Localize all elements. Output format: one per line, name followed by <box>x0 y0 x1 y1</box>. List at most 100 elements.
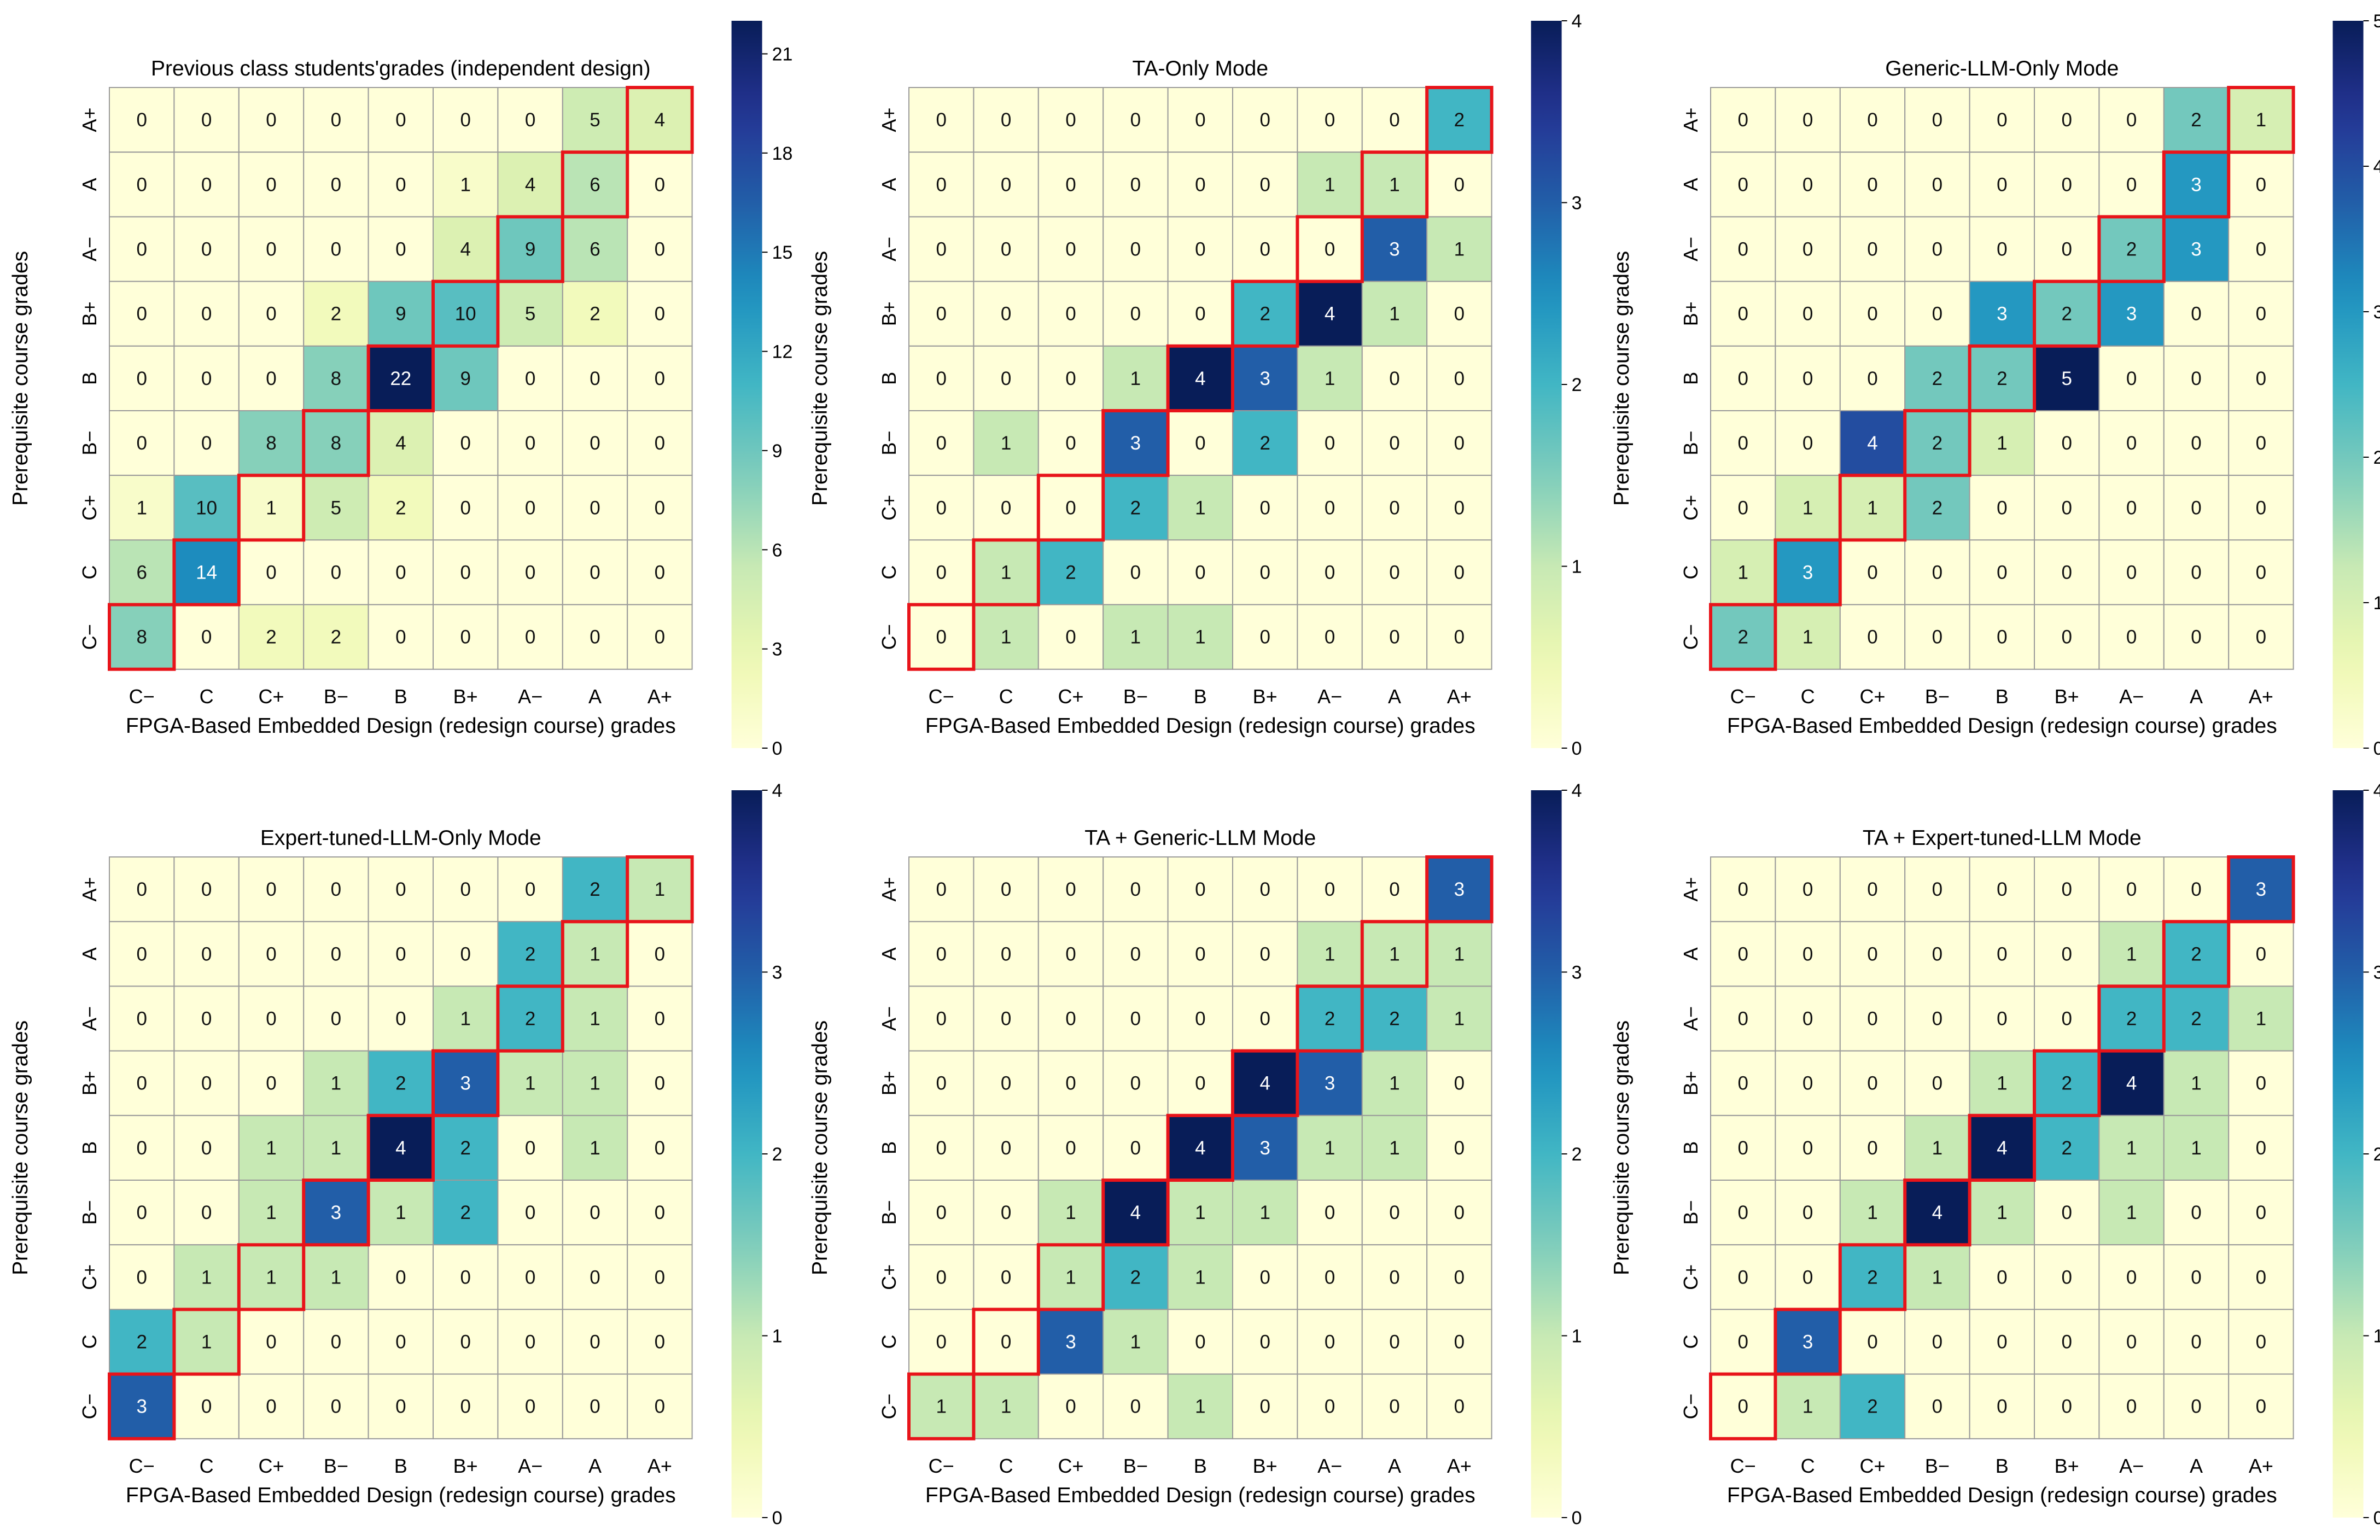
heatmap-cell <box>238 151 305 218</box>
heatmap-cell <box>368 985 434 1052</box>
cell-value-label: 0 <box>395 1008 406 1030</box>
y-tick-label: A− <box>878 1006 900 1031</box>
cell-value-label: 5 <box>331 497 341 518</box>
cell-value-label: 0 <box>1802 368 1813 389</box>
cell-value-label: 2 <box>395 1073 406 1094</box>
cell-value-label: 0 <box>1997 879 2007 900</box>
heatmap-cell <box>2228 281 2294 347</box>
heatmap-cell <box>109 1180 175 1246</box>
y-tick-label: B− <box>1679 1200 1702 1225</box>
cell-value-label: 0 <box>201 433 212 454</box>
cell-value-label: 4 <box>1195 1138 1205 1159</box>
heatmap-cell <box>562 985 628 1052</box>
cell-value-label: 2 <box>2126 239 2137 260</box>
x-tick-label: B− <box>1925 685 1950 708</box>
cell-value-label: 0 <box>1325 1396 1335 1418</box>
cell-value-label: 0 <box>525 1202 535 1223</box>
cell-value-label: 1 <box>1130 627 1141 648</box>
heatmap-cell <box>1710 281 1776 347</box>
cell-value-label: 1 <box>1932 1267 1942 1288</box>
cell-value-label: 0 <box>1737 1396 1748 1418</box>
heatmap-cell <box>109 539 175 605</box>
cell-value-label: 0 <box>1389 368 1399 389</box>
x-axis-label: FPGA-Based Embedded Design (redesign cou… <box>1727 1484 2277 1507</box>
y-tick-label: A <box>878 947 900 960</box>
heatmap-cell <box>1775 1180 1841 1246</box>
cell-value-label: 0 <box>136 879 147 900</box>
cell-value-label: 0 <box>2061 239 2072 260</box>
colorbar-tick-label: 0 <box>2373 738 2380 759</box>
colorbar-tick-label: 3 <box>772 639 783 660</box>
heatmap-cell <box>2163 1050 2230 1116</box>
x-tick-label: A− <box>1317 1455 1342 1477</box>
colorbar <box>731 790 762 1518</box>
cell-value-label: 3 <box>1802 562 1813 584</box>
x-tick-label: B+ <box>453 1455 478 1477</box>
heatmap-cell <box>497 475 563 541</box>
cell-value-label: 0 <box>1001 1008 1011 1030</box>
cell-value-label: 1 <box>936 1396 946 1418</box>
cell-value-label: 0 <box>1389 562 1399 584</box>
panel-title: TA + Generic-LLM Mode <box>1084 826 1316 850</box>
cell-value-label: 0 <box>1389 497 1399 518</box>
colorbar <box>2332 21 2364 748</box>
heatmap-cell <box>1839 921 1906 987</box>
x-tick-label: C+ <box>1859 1455 1885 1477</box>
y-tick-label: B− <box>78 1200 101 1225</box>
y-axis-label: Prerequisite course grades <box>9 1020 32 1275</box>
cell-value-label: 0 <box>201 879 212 900</box>
cell-value-label: 0 <box>266 368 276 389</box>
x-tick-label: C− <box>129 1455 155 1477</box>
heatmap-cell <box>2098 87 2165 153</box>
heatmap-cell <box>238 604 305 670</box>
colorbar-tick-label: 2 <box>1572 1144 1582 1165</box>
cell-value-label: 0 <box>1001 109 1011 131</box>
cell-value-label: 0 <box>1065 943 1076 965</box>
colorbar <box>1531 790 1562 1518</box>
cell-value-label: 0 <box>525 562 535 584</box>
colorbar-tick-label: 0 <box>1572 738 1582 759</box>
cell-value-label: 0 <box>1195 239 1205 260</box>
cell-value-label: 0 <box>266 1008 276 1030</box>
heatmap-cell <box>303 1180 369 1246</box>
cell-value-label: 0 <box>1737 1202 1748 1223</box>
cell-value-label: 0 <box>1867 1138 1877 1159</box>
colorbar-tick-label: 3 <box>772 962 783 983</box>
heatmap-cell <box>238 1180 305 1246</box>
cell-value-label: 0 <box>1454 627 1465 648</box>
cell-value-label: 0 <box>2256 174 2266 195</box>
cell-value-label: 0 <box>201 1073 212 1094</box>
heatmap-cell <box>627 1050 693 1116</box>
cell-value-label: 0 <box>460 943 470 965</box>
heatmap-cell <box>2228 216 2294 282</box>
heatmap-cell <box>1710 475 1776 541</box>
heatmap-cell <box>1969 1309 2035 1375</box>
cell-value-label: 0 <box>2191 1267 2201 1288</box>
cell-value-label: 0 <box>1065 497 1076 518</box>
cell-value-label: 1 <box>460 174 470 195</box>
heatmap-cell <box>109 281 175 347</box>
heatmap-cell <box>1361 345 1428 411</box>
heatmap-cell <box>1710 151 1776 218</box>
cell-value-label: 0 <box>2256 497 2266 518</box>
y-tick-label: B+ <box>878 301 900 326</box>
cell-value-label: 0 <box>1737 1138 1748 1159</box>
x-tick-label: C <box>999 1455 1013 1477</box>
heatmap-cell <box>1102 985 1169 1052</box>
cell-value-label: 0 <box>1001 239 1011 260</box>
cell-value-label: 0 <box>2191 497 2201 518</box>
heatmap-cell <box>433 604 499 670</box>
cell-value-label: 0 <box>266 879 276 900</box>
cell-value-label: 1 <box>1997 1202 2007 1223</box>
cell-value-label: 0 <box>525 368 535 389</box>
heatmap-cell <box>497 216 563 282</box>
cell-value-label: 0 <box>2256 1332 2266 1353</box>
cell-value-label: 4 <box>1195 368 1205 389</box>
cell-value-label: 2 <box>2191 109 2201 131</box>
heatmap-cell <box>1426 604 1492 670</box>
cell-value-label: 0 <box>1867 879 1877 900</box>
heatmap-cell <box>908 345 975 411</box>
heatmap-cell <box>1102 1180 1169 1246</box>
cell-value-label: 0 <box>1130 1396 1141 1418</box>
